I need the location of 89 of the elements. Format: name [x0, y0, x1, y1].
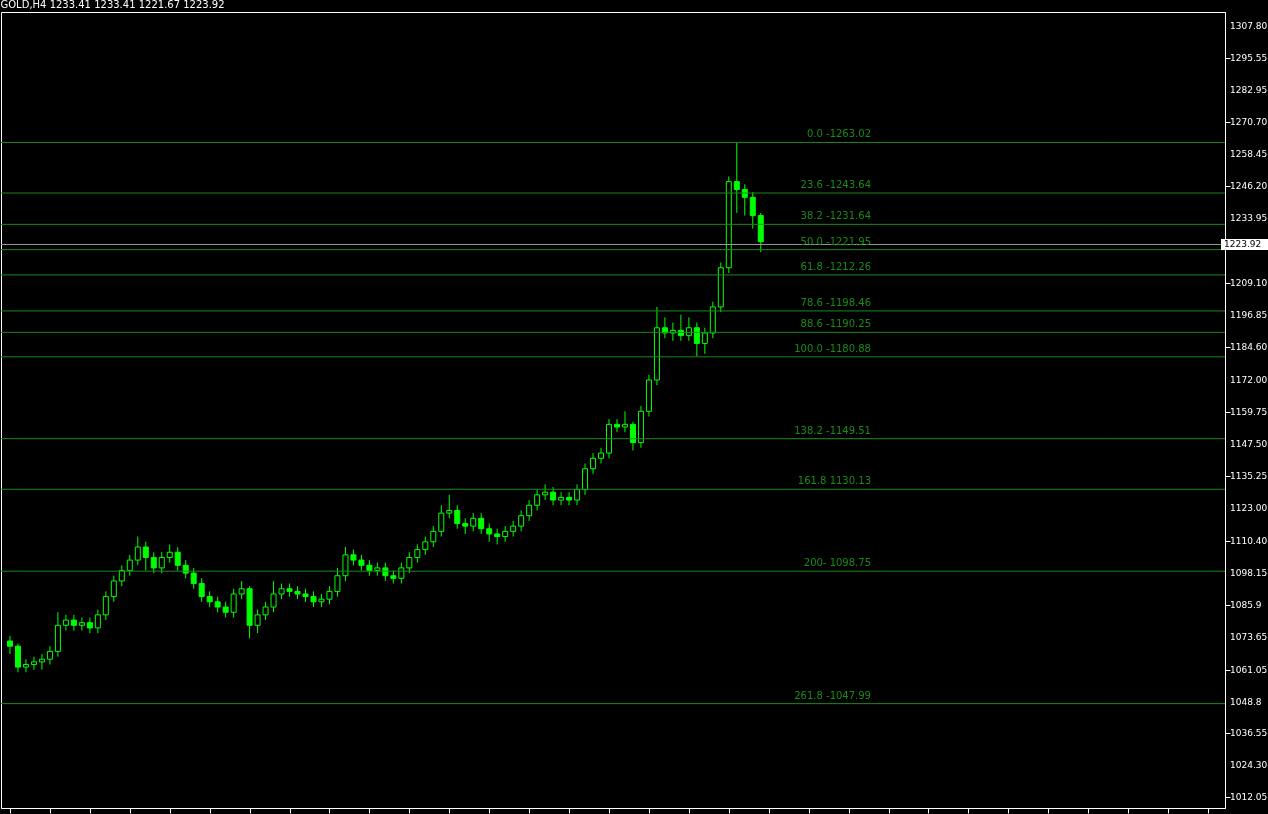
candlestick: [701, 327, 708, 355]
candlestick: [182, 559, 189, 579]
candlestick: [693, 322, 700, 357]
candlestick: [582, 463, 589, 496]
chart-title: GOLD,H4 1233.41 1233.41 1221.67 1223.92: [0, 0, 225, 10]
y-tick-label: 1209.10: [1230, 278, 1268, 289]
y-tick-label: 1012.05: [1230, 792, 1268, 803]
candlestick: [470, 512, 477, 532]
candlestick: [150, 551, 157, 574]
candlestick: [102, 590, 109, 621]
y-tick-label: 1098.15: [1230, 567, 1268, 578]
candlestick: [574, 483, 581, 506]
y-tick-label: 1258.45: [1230, 149, 1268, 160]
y-tick-label: 1159.75: [1230, 406, 1268, 417]
candlestick: [566, 491, 573, 506]
candlestick: [590, 452, 597, 475]
annotation: 23.6 -1243.64: [800, 179, 871, 191]
y-tick-label: 1073.65: [1230, 631, 1268, 642]
candlestick: [598, 447, 605, 464]
y-tick-label: 1110.40: [1230, 535, 1268, 546]
candlestick: [406, 551, 413, 574]
candlestick: [534, 489, 541, 511]
annotation: 161.8 1130.13: [797, 475, 871, 487]
candlestick: [94, 609, 101, 634]
annotation: 200- 1098.75: [803, 557, 871, 569]
candlestick: [629, 421, 636, 451]
candlestick: [174, 546, 181, 571]
candlestick: [613, 418, 620, 433]
y-tick-label: 1048.8: [1230, 696, 1262, 707]
candlestick: [86, 616, 93, 634]
annotation: 50.0 -1221.95: [800, 235, 871, 247]
ref-line-label: 1223.92: [1224, 239, 1262, 250]
candlestick: [134, 536, 141, 566]
candlestick: [486, 523, 493, 543]
candlestick: [6, 635, 13, 655]
candlestick: [749, 191, 756, 230]
candlestick: [158, 551, 165, 574]
annotation: 100.0 -1180.88: [794, 342, 871, 354]
y-tick-label: 1295.55: [1230, 52, 1268, 63]
annotation: 0.0 -1263.02: [806, 128, 871, 140]
y-tick-label: 1024.30: [1230, 760, 1268, 771]
candlestick: [438, 504, 445, 538]
candlestick: [70, 614, 77, 632]
candlestick: [190, 567, 197, 590]
candlestick: [414, 543, 421, 564]
candlestick: [110, 575, 117, 603]
y-tick-label: 1184.60: [1230, 342, 1268, 353]
candlestick: [62, 614, 69, 632]
candlestick: [126, 554, 133, 577]
candlestick: [661, 316, 668, 339]
candlestick: [454, 504, 461, 530]
candlestick: [46, 645, 53, 665]
annotation: 78.6 -1198.46: [800, 296, 871, 308]
y-tick-label: 1172.00: [1230, 374, 1268, 385]
annotation: 61.8 -1212.26: [800, 260, 871, 272]
annotation: 138.2 -1149.51: [794, 424, 871, 436]
candlestick: [22, 658, 29, 673]
y-tick-label: 1282.95: [1230, 85, 1268, 96]
candlestick: [526, 499, 533, 522]
y-tick-label: 1061.05: [1230, 664, 1268, 675]
candlestick: [621, 410, 628, 433]
y-tick-label: 1270.70: [1230, 117, 1268, 128]
candlestick: [30, 656, 37, 671]
candlestick: [142, 541, 149, 571]
annotation: 88.6 -1190.25: [800, 318, 871, 330]
candlestick: [518, 509, 525, 532]
y-tick-label: 1036.55: [1230, 728, 1268, 739]
y-tick-label: 1196.85: [1230, 310, 1268, 321]
y-tick-label: 1147.50: [1230, 438, 1268, 449]
y-tick-label: 1085.9: [1230, 599, 1262, 610]
candlestick: [446, 494, 453, 519]
y-tick-label: 1123.00: [1230, 502, 1268, 513]
candlestick: [78, 616, 85, 632]
candlestick: [478, 512, 485, 535]
y-tick-label: 1135.25: [1230, 470, 1268, 481]
annotation: 261.8 -1047.99: [794, 689, 871, 701]
y-tick-label: 1233.95: [1230, 213, 1268, 224]
annotation: 38.2 -1231.64: [800, 210, 871, 222]
candlestick: [118, 564, 125, 587]
candlestick: [558, 491, 565, 506]
candlestick: [550, 486, 557, 506]
y-tick-label: 1246.20: [1230, 181, 1268, 192]
y-tick-label: 1307.80: [1230, 20, 1268, 31]
candlestick: [166, 543, 173, 564]
candlestick: [14, 643, 21, 673]
candlestick: [198, 577, 205, 603]
candlestick: [733, 141, 740, 214]
candlestick: [422, 536, 429, 556]
candlestick: [430, 525, 437, 548]
